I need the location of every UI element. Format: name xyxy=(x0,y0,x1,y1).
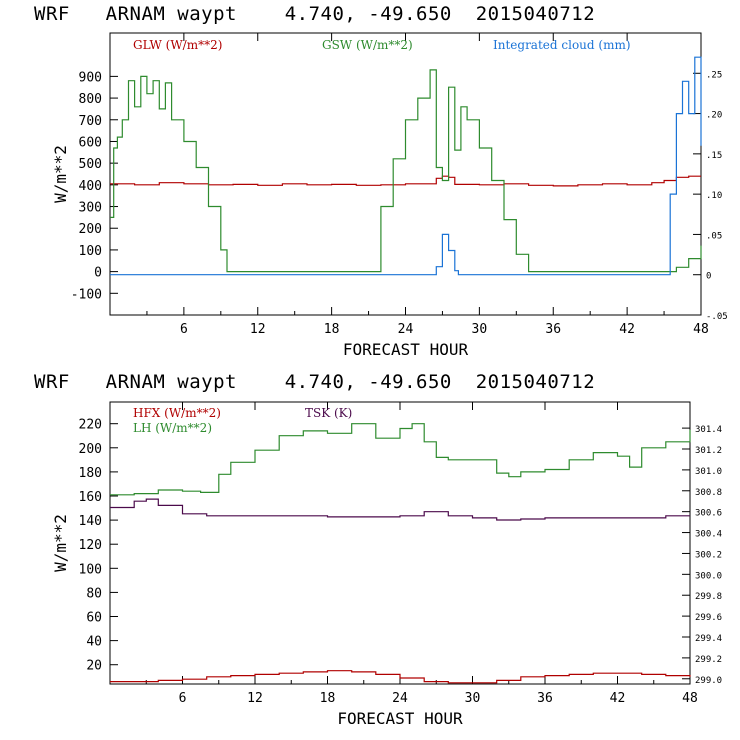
bottom-y-tick-label: 220 xyxy=(79,418,102,433)
bottom-y2-tick-label: 301.0 xyxy=(695,467,722,477)
bottom-chart-header: WRF ARNAM waypt 4.740, -49.650 201504071… xyxy=(34,371,596,393)
bottom-y-tick-label: 180 xyxy=(79,466,102,481)
bottom-y2-tick-label: 301.2 xyxy=(695,446,722,456)
bottom-y2-tick-label: 300.6 xyxy=(695,509,722,519)
bottom-x-tick-label: 6 xyxy=(179,691,187,706)
top-y-tick-label: 900 xyxy=(79,70,102,85)
top-x-tick-label: 24 xyxy=(398,322,414,337)
bottom-plot-frame xyxy=(109,401,691,685)
bottom-x-tick-label: 48 xyxy=(682,691,698,706)
top-y-tick-label: 600 xyxy=(79,135,102,150)
top-y2-tick-label: -.05 xyxy=(706,312,728,322)
bottom-y2-tick-label: 299.8 xyxy=(695,592,722,602)
top-x-tick-label: 42 xyxy=(619,322,635,337)
bottom-y-tick-label: 20 xyxy=(86,659,102,674)
bottom-y2-tick-label: 299.6 xyxy=(695,613,722,623)
bottom-legend-tsk: TSK (K) xyxy=(305,406,352,420)
top-y2-tick-label: .20 xyxy=(706,111,722,121)
bottom-y2-tick-label: 300.4 xyxy=(695,530,722,540)
bottom-y2-tick-label: 300.2 xyxy=(695,550,722,560)
bottom-legend-lh: LH (W/m**2) xyxy=(133,421,212,435)
top-y-tick-label: 500 xyxy=(79,157,102,172)
bottom-x-tick-label: 30 xyxy=(465,691,481,706)
top-x-tick-label: 36 xyxy=(545,322,561,337)
top-y-tick-label: 700 xyxy=(79,114,102,129)
top-series-glw-line xyxy=(110,175,701,187)
top-y-tick-label: 100 xyxy=(79,244,102,259)
top-chart-header: WRF ARNAM waypt 4.740, -49.650 201504071… xyxy=(34,3,596,25)
top-x-tick-label: 30 xyxy=(472,322,488,337)
top-x-axis-title: FORECAST HOUR xyxy=(343,340,469,359)
top-y2-tick-label: .05 xyxy=(706,231,722,241)
bottom-y-tick-label: 160 xyxy=(79,490,102,505)
bottom-legend-hfx: HFX (W/m**2) xyxy=(133,406,221,420)
bottom-y2-tick-label: 299.0 xyxy=(695,676,722,686)
bottom-y2-tick-label: 300.8 xyxy=(695,488,722,498)
bottom-series-tsk-line xyxy=(110,498,690,521)
top-y-axis-title: W/m**2 xyxy=(51,145,70,203)
top-y-tick-label: 0 xyxy=(94,266,102,281)
top-x-tick-label: 18 xyxy=(324,322,340,337)
top-series-integrated-line xyxy=(110,56,702,276)
top-legend-integrated: Integrated cloud (mm) xyxy=(493,38,631,52)
top-y-tick-label: 200 xyxy=(79,222,102,237)
bottom-series-lh-line xyxy=(110,423,691,496)
bottom-y-tick-label: 80 xyxy=(86,586,102,601)
bottom-y2-tick-label: 299.4 xyxy=(695,634,722,644)
bottom-x-tick-label: 36 xyxy=(537,691,553,706)
bottom-series-hfx-line xyxy=(110,670,691,684)
top-y2-tick-label: 0 xyxy=(706,272,711,282)
bottom-y-tick-label: 120 xyxy=(79,538,102,553)
bottom-x-tick-label: 18 xyxy=(320,691,336,706)
bottom-y2-tick-label: 300.0 xyxy=(695,571,722,581)
top-legend-gsw: GSW (W/m**2) xyxy=(322,38,413,52)
top-x-tick-label: 12 xyxy=(250,322,266,337)
top-legend-glw: GLW (W/m**2) xyxy=(133,38,222,52)
top-y-tick-label: 800 xyxy=(79,92,102,107)
top-x-tick-label: 48 xyxy=(693,322,709,337)
top-y2-tick-label: .15 xyxy=(706,151,722,161)
top-y2-tick-label: .10 xyxy=(706,191,722,201)
bottom-y-axis-title: W/m**2 xyxy=(51,514,70,572)
top-series-gsw-line xyxy=(110,69,702,273)
bottom-x-tick-label: 12 xyxy=(247,691,263,706)
top-x-tick-label: 6 xyxy=(180,322,188,337)
bottom-x-tick-label: 24 xyxy=(392,691,408,706)
top-y-tick-label: -100 xyxy=(71,287,102,302)
bottom-x-axis-title: FORECAST HOUR xyxy=(337,709,463,728)
top-plot-frame xyxy=(109,32,702,316)
top-y-tick-label: 300 xyxy=(79,201,102,216)
bottom-y-tick-label: 140 xyxy=(79,514,102,529)
top-y2-tick-label: .25 xyxy=(706,70,722,80)
bottom-y-tick-label: 60 xyxy=(86,611,102,626)
top-y-tick-label: 400 xyxy=(79,179,102,194)
bottom-y-tick-label: 200 xyxy=(79,442,102,457)
bottom-y-tick-label: 40 xyxy=(86,635,102,650)
bottom-y2-tick-label: 301.4 xyxy=(695,425,722,435)
bottom-y-tick-label: 100 xyxy=(79,562,102,577)
bottom-y2-tick-label: 299.2 xyxy=(695,655,722,665)
bottom-x-tick-label: 42 xyxy=(610,691,626,706)
